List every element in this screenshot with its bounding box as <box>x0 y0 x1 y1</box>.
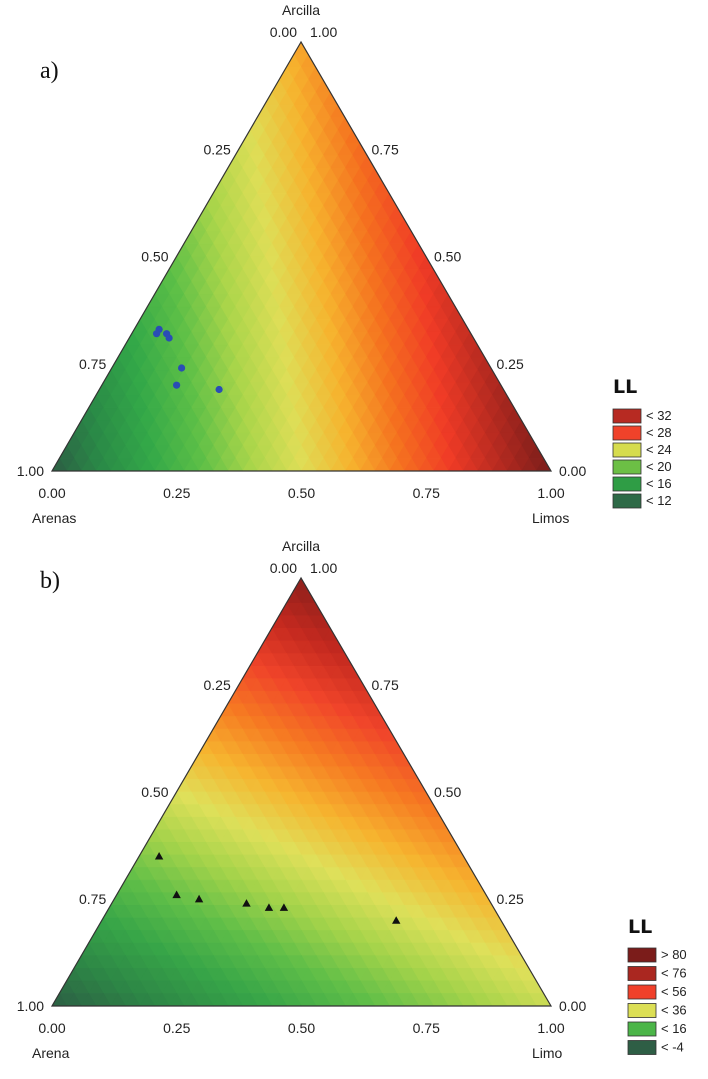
tick-label: 1.00 <box>17 998 44 1014</box>
data-points <box>153 325 223 394</box>
tick-label: 0.25 <box>163 485 190 501</box>
corner-label-top: Arcilla <box>282 538 320 554</box>
data-point <box>154 852 164 860</box>
tick-label: 0.75 <box>413 485 440 501</box>
tick-label: 0.25 <box>497 356 524 372</box>
data-point <box>392 916 401 924</box>
legend-label: < 56 <box>661 984 687 999</box>
data-point <box>194 894 204 903</box>
data-point <box>173 381 181 389</box>
data-point <box>215 385 223 394</box>
legend-label: < 32 <box>646 408 672 423</box>
legend-label: < 12 <box>646 493 672 508</box>
data-point <box>242 899 251 907</box>
tick-label: 0.00 <box>270 560 297 576</box>
panel-label: b) <box>40 568 60 594</box>
contour-field <box>51 577 552 1007</box>
tick-label: 1.00 <box>537 1020 564 1036</box>
tick-label: 0.25 <box>497 891 524 907</box>
legend-label: < 20 <box>646 459 672 474</box>
tick-label: 0.50 <box>288 1020 315 1036</box>
legend-label: < -4 <box>661 1040 684 1055</box>
corner-label-left: Arenas <box>32 510 76 526</box>
legend-label: < 28 <box>646 425 672 440</box>
corner-label-top: Arcilla <box>282 2 320 18</box>
legend-swatch <box>612 442 642 458</box>
legend-swatch <box>627 984 657 1000</box>
tick-label: 0.25 <box>204 141 231 157</box>
tick-label: 1.00 <box>17 463 44 479</box>
data-point <box>165 334 173 342</box>
legend-label: < 24 <box>646 442 672 457</box>
tick-label: 0.50 <box>434 249 461 265</box>
tick-label: 0.25 <box>163 1020 190 1036</box>
ternary-panel-a: a) Arcilla Arenas Limos 0.00 1.00 1.00 0.75 0.50… <box>17 2 672 526</box>
legend: LL < 32 < 28 < 24 < 20 < 16 < 12 <box>612 376 672 509</box>
legend-swatch <box>627 1003 657 1018</box>
legend-swatch <box>627 947 657 963</box>
tick-label: 0.25 <box>204 677 231 693</box>
tick-label: 0.00 <box>38 1020 65 1036</box>
legend-title: LL <box>613 376 637 398</box>
corner-label-right: Limo <box>532 1045 563 1061</box>
tick-label: 0.75 <box>413 1020 440 1036</box>
tick-label: 1.00 <box>537 485 564 501</box>
corner-label-right: Limos <box>532 510 569 526</box>
tick-label: 0.50 <box>141 784 168 800</box>
tick-label: 0.75 <box>372 141 399 157</box>
data-point <box>172 890 181 899</box>
legend-label: < 16 <box>646 476 672 491</box>
corner-label-left: Arena <box>32 1045 70 1061</box>
legend-swatch <box>612 493 642 509</box>
data-point <box>264 903 274 911</box>
legend-swatch <box>627 1021 657 1037</box>
tick-label: 1.00 <box>310 560 337 576</box>
legend-label: < 76 <box>661 966 687 981</box>
ternary-outline <box>50 576 553 1007</box>
tick-label: 0.50 <box>288 485 315 501</box>
tick-label: 0.50 <box>141 249 168 265</box>
legend-label: > 80 <box>661 947 687 962</box>
data-point <box>153 330 161 338</box>
legend: LL > 80 < 76 < 56 < 36 < 16 < -4 <box>627 916 687 1055</box>
tick-label: 0.50 <box>434 784 461 800</box>
legend-label: < 36 <box>661 1003 687 1018</box>
data-points <box>154 852 401 924</box>
tick-label: 0.00 <box>270 24 297 40</box>
data-point <box>279 903 289 911</box>
legend-swatch <box>627 966 657 981</box>
tick-label: 0.00 <box>559 463 586 479</box>
tick-label: 0.00 <box>38 485 65 501</box>
legend-swatch <box>612 408 642 424</box>
legend-swatch <box>612 425 642 441</box>
legend-swatch <box>612 459 642 475</box>
legend-swatch <box>612 476 642 492</box>
tick-label: 0.75 <box>79 356 106 372</box>
legend-title: LL <box>628 916 652 938</box>
legend-label: < 16 <box>661 1021 687 1036</box>
tick-label: 0.00 <box>559 998 586 1014</box>
legend-swatch <box>627 1040 657 1055</box>
ternary-outline <box>50 40 553 472</box>
ternary-panel-b: b) Arcilla Arena Limo 0.00 1.00 1.00 0.75 0.50 0.… <box>17 538 687 1061</box>
contour-field <box>51 41 552 472</box>
tick-label: 1.00 <box>310 24 337 40</box>
tick-label: 0.75 <box>372 677 399 693</box>
panel-label: a) <box>40 58 59 84</box>
tick-label: 0.75 <box>79 891 106 907</box>
data-point <box>178 364 186 372</box>
